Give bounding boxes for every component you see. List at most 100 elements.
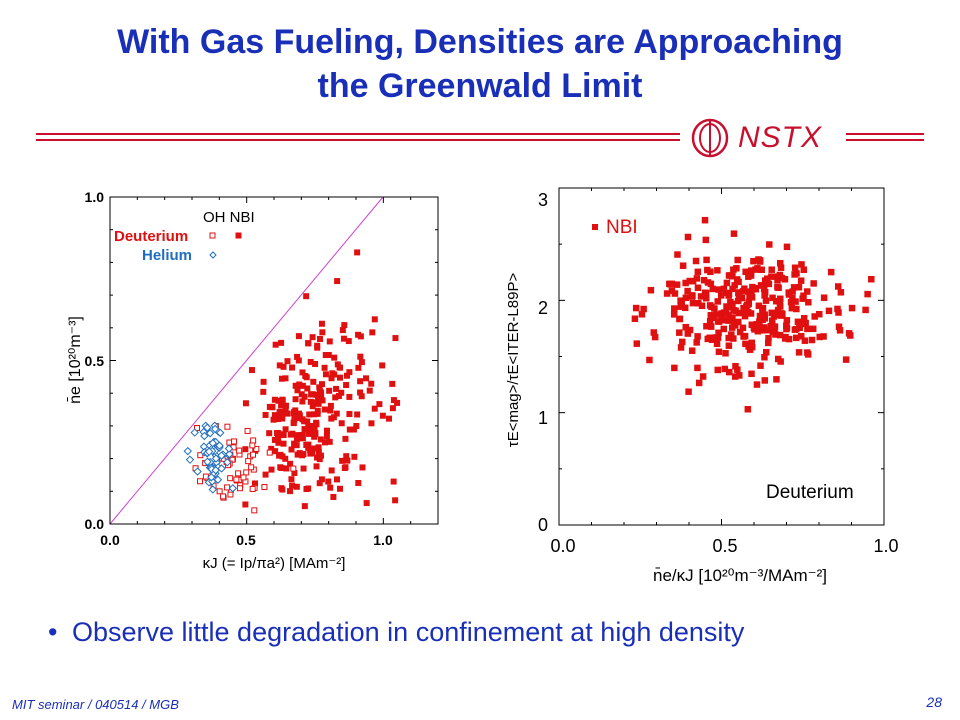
nbi-data-point: [732, 373, 739, 380]
nbi-data-point: [761, 377, 769, 384]
nbi-data-point: [725, 290, 733, 298]
deuterium-data-point: [269, 404, 276, 411]
nbi-data-point: [757, 362, 764, 369]
nbi-data-point: [700, 276, 708, 284]
deuterium-data-point: [354, 411, 361, 418]
nbi-data-point: [684, 287, 691, 295]
deuterium-data-point: [310, 378, 317, 385]
deuterium-data-point: [253, 445, 260, 452]
nbi-data-point: [820, 294, 828, 301]
title-line-1: With Gas Fueling, Densities are Approach…: [117, 23, 843, 61]
deuterium-data-point: [357, 333, 364, 340]
deuterium-data-point: [248, 464, 255, 471]
deuterium-data-point: [359, 464, 366, 471]
nbi-data-point: [795, 349, 803, 356]
deuterium-data-point: [290, 420, 297, 427]
nbi-data-point: [745, 343, 752, 350]
right-legend-nbi-marker: [592, 224, 598, 230]
nbi-data-point: [725, 342, 733, 349]
nbi-data-point: [798, 261, 805, 268]
deuterium-data-point: [266, 449, 273, 456]
nbi-data-point: [803, 288, 811, 295]
deuterium-data-point: [334, 278, 341, 285]
deuterium-data-point: [357, 378, 364, 385]
nbi-data-point: [748, 294, 756, 301]
deuterium-data-point: [332, 394, 339, 401]
deuterium-data-point: [336, 364, 343, 371]
nbi-data-point: [731, 282, 738, 289]
deuterium-data-point: [300, 465, 307, 472]
nbi-data-point: [694, 284, 702, 292]
deuterium-data-point: [338, 420, 345, 427]
deuterium-data-point: [289, 364, 296, 371]
right-y-axis-label: τE<mag>/τE<ITER-L89P>: [505, 273, 522, 448]
deuterium-data-point: [236, 485, 243, 492]
deuterium-data-point: [307, 450, 314, 457]
nbi-data-point: [756, 318, 763, 325]
deuterium-data-point: [293, 442, 300, 449]
deuterium-data-point: [357, 353, 364, 360]
nbi-data-point: [804, 325, 811, 333]
deuterium-data-point: [389, 380, 396, 387]
deuterium-data-point: [330, 414, 337, 421]
deuterium-data-point: [303, 486, 310, 493]
deuterium-data-point: [314, 342, 321, 349]
nbi-data-point: [721, 365, 729, 373]
nbi-data-point: [679, 262, 687, 269]
deuterium-data-point: [262, 471, 269, 478]
deuterium-data-point: [197, 478, 204, 485]
deuterium-data-point: [292, 396, 299, 403]
deuterium-data-point: [392, 335, 399, 342]
nbi-data-point: [711, 305, 718, 312]
nbi-data-point: [688, 292, 696, 299]
helium-data-point: [193, 467, 202, 476]
left-ticks: [109, 196, 439, 525]
deuterium-data-point: [346, 393, 353, 400]
deuterium-data-point: [287, 431, 294, 438]
left-y-tick-label-2: 1.0: [85, 189, 105, 205]
right-y-tick-label-0: 0: [538, 515, 548, 535]
deuterium-data-point: [309, 391, 316, 398]
deuterium-data-point: [379, 412, 386, 419]
deuterium-data-point: [293, 436, 300, 443]
nbi-data-point: [747, 272, 755, 279]
helium-data-point: [211, 454, 221, 463]
deuterium-data-point: [389, 405, 396, 412]
nbi-data-point: [793, 305, 800, 313]
nbi-data-point: [670, 311, 678, 318]
nbi-data-point: [678, 298, 685, 305]
nbi-data-point: [668, 287, 676, 295]
left-y-tick-label-0: 0.0: [85, 516, 105, 532]
deuterium-data-point: [346, 369, 353, 376]
helium-data-point: [216, 428, 225, 438]
helium-data-point: [228, 484, 237, 493]
nbi-data-point: [715, 286, 722, 293]
deuterium-data-point: [278, 375, 285, 382]
deuterium-data-point: [319, 397, 326, 404]
deuterium-data-point: [301, 503, 308, 510]
nbi-data-point: [772, 331, 779, 338]
deuterium-data-point: [317, 436, 324, 443]
deuterium-data-point: [330, 493, 337, 500]
nbi-data-point: [827, 268, 835, 276]
helium-data-point: [210, 424, 220, 434]
deuterium-data-point: [325, 478, 332, 485]
nbi-data-point: [633, 340, 641, 347]
deuterium-data-point: [318, 320, 325, 327]
deuterium-data-point: [327, 402, 334, 409]
deuterium-data-point: [279, 431, 286, 438]
deuterium-data-point: [275, 397, 282, 404]
deuterium-data-point: [392, 497, 399, 504]
nbi-data-point: [632, 304, 640, 312]
nbi-data-point: [651, 333, 659, 341]
deuterium-data-point: [250, 437, 257, 444]
nbi-data-point: [707, 280, 715, 288]
helium-data-point: [224, 444, 234, 453]
deuterium-data-point: [251, 507, 258, 514]
deuterium-data-point: [314, 407, 321, 414]
deuterium-data-point: [276, 452, 283, 459]
right-y-tick-label-1: 1: [538, 408, 548, 428]
deuterium-data-point: [355, 364, 362, 371]
nbi-data-point: [693, 275, 701, 282]
right-x-tick-label-1: 0.5: [712, 536, 737, 556]
